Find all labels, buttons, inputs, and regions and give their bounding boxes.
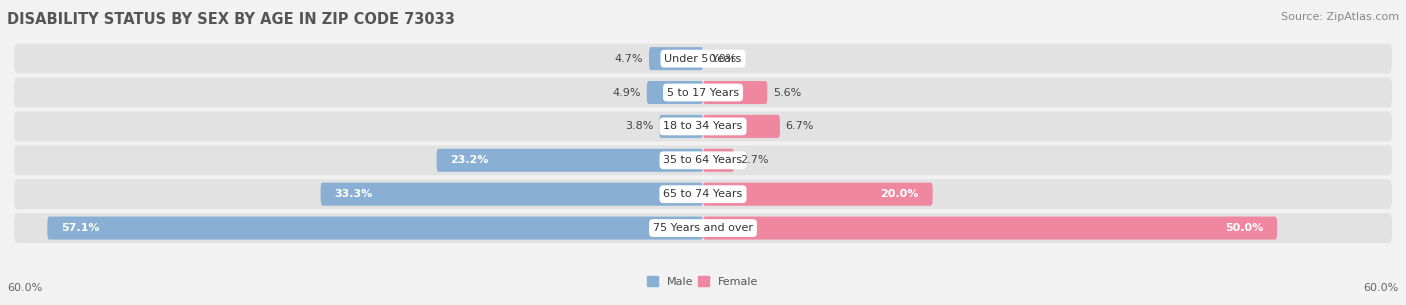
Text: DISABILITY STATUS BY SEX BY AGE IN ZIP CODE 73033: DISABILITY STATUS BY SEX BY AGE IN ZIP C… [7,12,456,27]
FancyBboxPatch shape [14,44,1392,74]
Text: 57.1%: 57.1% [60,223,100,233]
FancyBboxPatch shape [650,47,703,70]
FancyBboxPatch shape [659,115,703,138]
Text: 20.0%: 20.0% [880,189,920,199]
Text: 50.0%: 50.0% [1225,223,1264,233]
Text: 33.3%: 33.3% [335,189,373,199]
Text: 23.2%: 23.2% [450,155,489,165]
FancyBboxPatch shape [14,145,1392,175]
Text: 5 to 17 Years: 5 to 17 Years [666,88,740,98]
FancyBboxPatch shape [703,149,734,172]
Text: 18 to 34 Years: 18 to 34 Years [664,121,742,131]
FancyBboxPatch shape [14,77,1392,107]
FancyBboxPatch shape [14,213,1392,243]
Text: Source: ZipAtlas.com: Source: ZipAtlas.com [1281,12,1399,22]
Text: 4.7%: 4.7% [614,54,644,64]
Text: 2.7%: 2.7% [740,155,768,165]
FancyBboxPatch shape [703,81,768,104]
Text: Under 5 Years: Under 5 Years [665,54,741,64]
FancyBboxPatch shape [703,115,780,138]
Text: 35 to 64 Years: 35 to 64 Years [664,155,742,165]
Text: 5.6%: 5.6% [773,88,801,98]
FancyBboxPatch shape [14,112,1392,141]
FancyBboxPatch shape [321,183,703,206]
FancyBboxPatch shape [647,81,703,104]
FancyBboxPatch shape [703,217,1277,240]
FancyBboxPatch shape [703,183,932,206]
FancyBboxPatch shape [48,217,703,240]
Text: 75 Years and over: 75 Years and over [652,223,754,233]
FancyBboxPatch shape [437,149,703,172]
FancyBboxPatch shape [14,179,1392,209]
Text: 6.7%: 6.7% [786,121,814,131]
Text: 3.8%: 3.8% [626,121,654,131]
Text: 60.0%: 60.0% [1364,283,1399,293]
Text: 4.9%: 4.9% [613,88,641,98]
Text: 60.0%: 60.0% [7,283,42,293]
Legend: Male, Female: Male, Female [643,272,763,292]
Text: 65 to 74 Years: 65 to 74 Years [664,189,742,199]
Text: 0.0%: 0.0% [709,54,737,64]
